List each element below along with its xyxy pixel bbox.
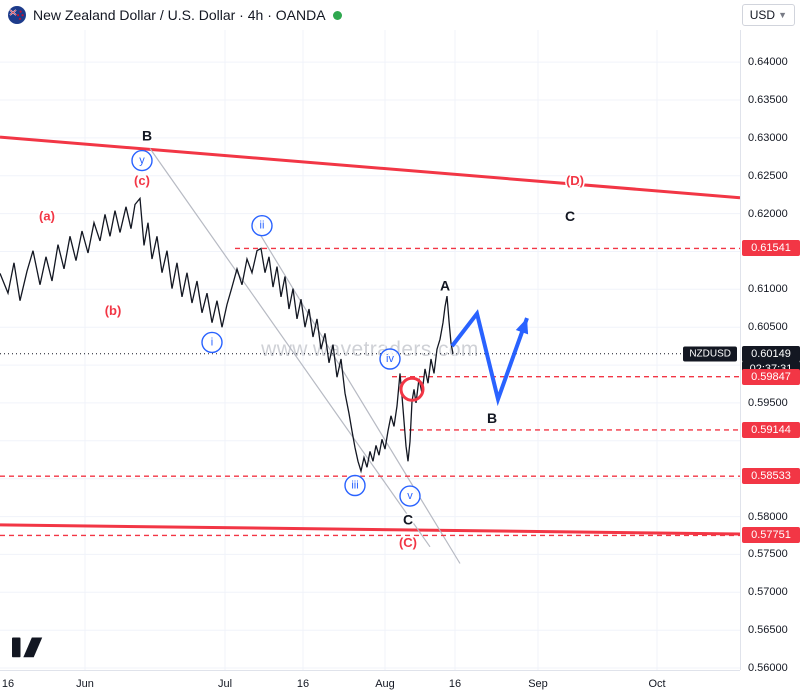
- price-badge: 0.60149: [742, 345, 800, 362]
- watermark-text: www.wavetraders.com: [261, 338, 479, 361]
- level-price-badge: 0.57751: [742, 527, 800, 544]
- wave-label-black[interactable]: C: [563, 206, 576, 225]
- time-label: Jul: [217, 678, 233, 690]
- level-price-badge: 0.61541: [742, 240, 800, 257]
- price-tick: 0.60500: [748, 321, 788, 334]
- wave-circle-i[interactable]: [201, 331, 223, 354]
- time-label: Jun: [76, 678, 94, 690]
- wave-label-y[interactable]: y: [139, 155, 145, 167]
- wave-label-red[interactable]: (C): [397, 533, 418, 551]
- wave-circle-iv[interactable]: [379, 348, 401, 370]
- price-tick: 0.59500: [748, 396, 788, 409]
- projection-arrowhead: [515, 318, 529, 335]
- caret-down-icon: ▼: [778, 9, 787, 20]
- price-tick: 0.61000: [748, 283, 788, 296]
- wave-label-red[interactable]: (b): [103, 302, 123, 320]
- symbol-title[interactable]: New Zealand Dollar / U.S. Dollar · 4h · …: [33, 7, 326, 23]
- trendline-1[interactable]: [0, 523, 740, 536]
- tradingview-logo[interactable]: [12, 632, 46, 663]
- level-price-badge: 0.59847: [742, 368, 800, 385]
- price-axis[interactable]: 0.60149 02:37:31 0.640000.635000.630000.…: [740, 30, 800, 674]
- price-tick: 0.63500: [748, 93, 788, 106]
- trendline-2[interactable]: [149, 148, 431, 548]
- nz-flag-icon: [8, 6, 26, 24]
- price-tick: 0.56500: [748, 624, 788, 637]
- price-tick: 0.56000: [748, 662, 788, 675]
- chart-header: New Zealand Dollar / U.S. Dollar · 4h · …: [0, 0, 800, 30]
- time-label: Sep: [528, 678, 548, 690]
- wave-label-black[interactable]: C: [401, 510, 414, 529]
- wave-circle-ii[interactable]: [251, 214, 273, 237]
- chart-canvas[interactable]: www.wavetraders.com y ii i iv iii v (a) (b) (c)(…: [0, 30, 740, 670]
- symbol-badge: NZDUSD: [683, 346, 737, 362]
- wave-circle-y[interactable]: [131, 149, 153, 172]
- currency-dropdown-label: USD: [749, 8, 776, 22]
- price-tick: 0.64000: [748, 56, 788, 69]
- time-label: Oct: [648, 678, 666, 690]
- time-label: 16: [448, 678, 462, 690]
- time-label: Aug: [375, 678, 395, 690]
- wave-label-v[interactable]: v: [407, 490, 413, 502]
- price-tick: 0.62000: [748, 207, 788, 220]
- wave-label-ii[interactable]: ii: [260, 220, 265, 232]
- level-price-badge: 0.59144: [742, 421, 800, 438]
- price-tick: 0.57000: [748, 586, 788, 599]
- currency-dropdown[interactable]: USD ▼: [741, 4, 795, 26]
- wave-label-red[interactable]: (D): [564, 171, 585, 189]
- projection-zigzag[interactable]: [450, 309, 529, 407]
- time-axis[interactable]: 16 Jun Jul 16 Aug 16 Sep Oct: [0, 670, 740, 700]
- wave-label-black[interactable]: B: [140, 126, 153, 145]
- wave-circle-iii[interactable]: [344, 474, 366, 497]
- wave-label-red[interactable]: (a): [38, 207, 57, 225]
- price-tick: 0.63000: [748, 131, 788, 144]
- market-status-icon: [332, 10, 342, 20]
- price-tick: 0.58000: [748, 510, 788, 523]
- wave-label-red[interactable]: (c): [133, 171, 152, 189]
- entry-highlight-circle[interactable]: [399, 376, 425, 402]
- wave-label-black[interactable]: B: [485, 409, 498, 428]
- trendline-0[interactable]: [0, 135, 740, 200]
- time-label: 16: [296, 678, 310, 690]
- wave-label-iii[interactable]: iii: [351, 480, 358, 492]
- price-series[interactable]: [0, 196, 454, 474]
- level-price-badge: 0.58533: [742, 468, 800, 485]
- wave-circle-v[interactable]: [399, 485, 421, 507]
- symbol-legend[interactable]: New Zealand Dollar / U.S. Dollar · 4h · …: [8, 6, 342, 24]
- trendline-3[interactable]: [252, 222, 461, 564]
- price-tick: 0.62500: [748, 169, 788, 182]
- wave-label-iv[interactable]: iv: [386, 353, 394, 365]
- time-label: 16: [1, 678, 15, 690]
- wave-label-i[interactable]: i: [211, 336, 213, 348]
- wave-label-black[interactable]: A: [438, 276, 451, 295]
- price-tick: 0.57500: [748, 548, 788, 561]
